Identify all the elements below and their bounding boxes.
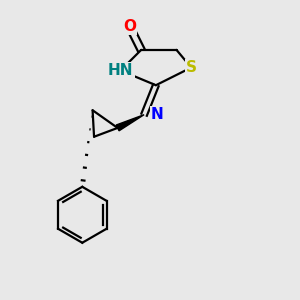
Text: HN: HN <box>108 63 133 78</box>
Text: N: N <box>151 107 164 122</box>
Text: O: O <box>123 19 136 34</box>
Text: S: S <box>186 60 197 75</box>
Polygon shape <box>116 115 144 131</box>
